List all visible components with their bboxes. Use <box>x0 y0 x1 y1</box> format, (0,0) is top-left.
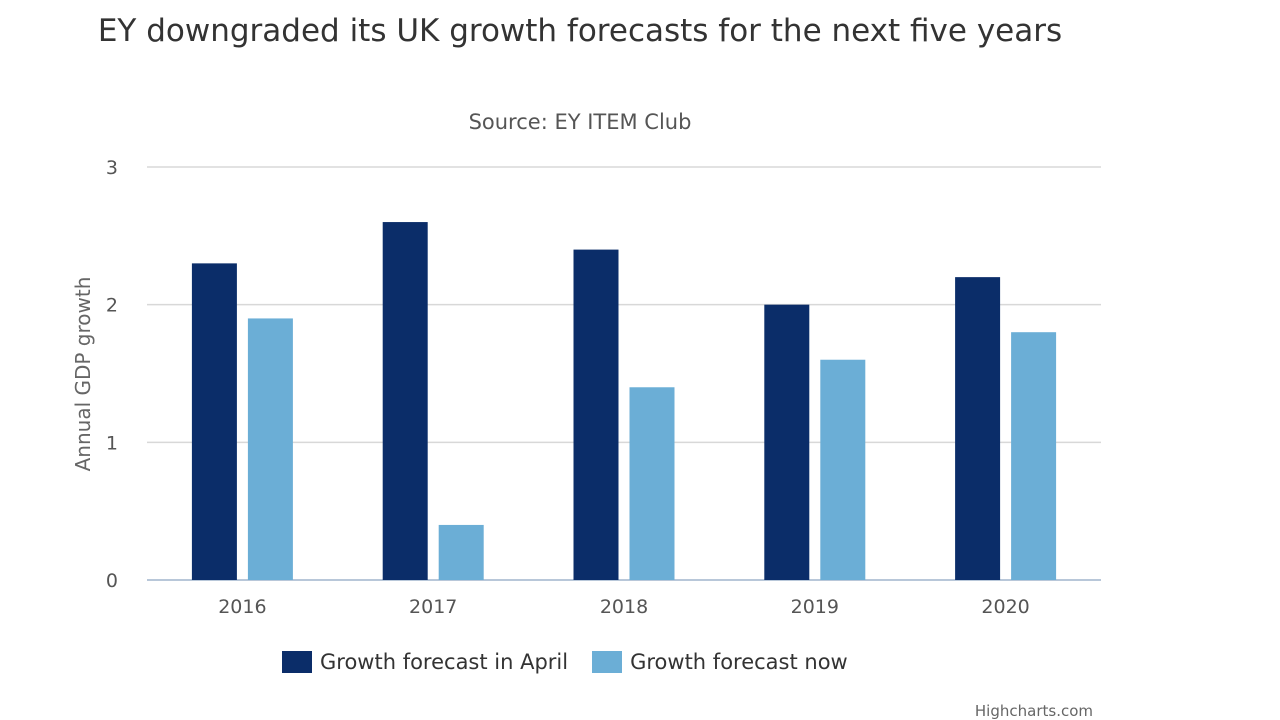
bar-now-2017 <box>438 524 484 580</box>
bar-now-2020 <box>1011 332 1057 580</box>
x-tick-label: 2016 <box>218 596 266 618</box>
bar-april-2017 <box>382 222 428 581</box>
credits-link[interactable]: Highcharts.com <box>974 702 1093 720</box>
bar-april-2018 <box>573 249 619 580</box>
chart-subtitle: Source: EY ITEM Club <box>468 110 692 134</box>
legend-item-now[interactable]: Growth forecast now <box>592 650 848 674</box>
x-tick-label: 2017 <box>409 596 457 618</box>
bar-april-2016 <box>191 263 237 580</box>
bar-now-2016 <box>247 318 293 580</box>
chart-title: EY downgraded its UK growth forecasts fo… <box>97 13 1063 49</box>
x-tick-label: 2018 <box>600 596 648 618</box>
y-tick-label: 2 <box>106 295 118 317</box>
bar-now-2019 <box>820 359 866 580</box>
legend-item-april[interactable]: Growth forecast in April <box>282 650 568 674</box>
bar-now-2018 <box>629 387 675 580</box>
legend: Growth forecast in April Growth forecast… <box>282 650 872 674</box>
bar-april-2020 <box>955 277 1001 580</box>
bar-april-2019 <box>764 304 810 580</box>
legend-swatch-now <box>592 651 623 673</box>
y-tick-label: 1 <box>106 432 118 454</box>
legend-label-now: Growth forecast now <box>630 650 848 674</box>
x-tick-label: 2019 <box>791 596 839 618</box>
y-axis-label: Annual GDP growth <box>71 277 95 472</box>
y-tick-label: 0 <box>106 570 118 592</box>
legend-label-april: Growth forecast in April <box>320 650 569 674</box>
y-tick-label: 3 <box>106 157 118 179</box>
legend-swatch-april <box>282 651 312 673</box>
x-tick-label: 2020 <box>981 596 1029 618</box>
